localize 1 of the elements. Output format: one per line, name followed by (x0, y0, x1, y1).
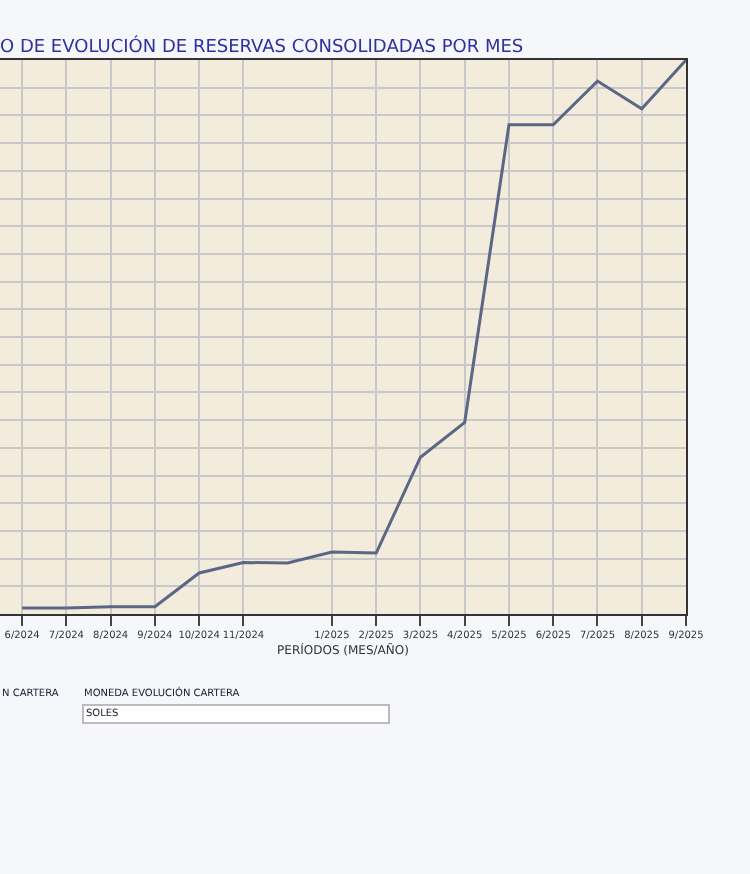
chart-title: O DE EVOLUCIÓN DE RESERVAS CONSOLIDADAS POR MES (0, 33, 524, 58)
